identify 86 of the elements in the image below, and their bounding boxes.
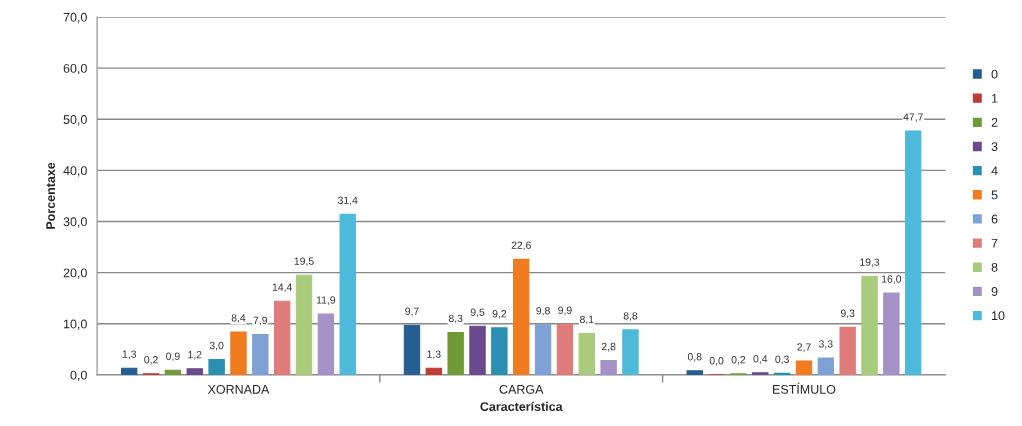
data-label: 7,9 <box>253 316 268 326</box>
bar <box>121 367 138 375</box>
data-label: 0,4 <box>753 355 768 364</box>
bar <box>230 331 247 375</box>
bar <box>208 358 225 375</box>
data-label: 11,9 <box>316 296 336 305</box>
data-label: 3,3 <box>818 340 833 349</box>
y-tick-label: 40,0 <box>63 166 87 177</box>
legend-label: 6 <box>991 214 998 224</box>
bar <box>164 369 182 375</box>
bar <box>686 370 703 375</box>
data-label: 3,0 <box>209 341 224 351</box>
bar <box>469 325 486 375</box>
bar <box>273 300 291 375</box>
data-label: 14,4 <box>272 283 292 293</box>
bar <box>600 360 617 375</box>
legend-label: 3 <box>991 142 998 152</box>
bar <box>556 323 574 375</box>
bar <box>905 130 922 375</box>
y-tick-label: 0,0 <box>70 370 87 382</box>
bar <box>752 372 769 375</box>
data-label: 0,2 <box>144 356 158 365</box>
x-axis-title: Característica <box>480 401 563 411</box>
bar <box>839 326 856 375</box>
data-label: 0,2 <box>731 356 746 365</box>
legend-label: 10 <box>992 311 1005 321</box>
data-label: 47,7 <box>903 113 923 122</box>
bar <box>186 368 203 375</box>
data-label: 0,8 <box>687 353 702 362</box>
bar <box>425 367 443 375</box>
x-tick-label: CARGA <box>499 384 544 394</box>
data-label: 8,1 <box>579 315 594 325</box>
data-label: 8,3 <box>448 314 463 324</box>
data-label: 31,4 <box>337 196 358 206</box>
data-label: 19,3 <box>860 258 880 268</box>
legend-label: 9 <box>991 287 998 296</box>
legend-label: 5 <box>991 190 998 200</box>
y-axis-title: Porcentaxe <box>46 162 56 229</box>
y-tick-label: 30,0 <box>63 217 87 228</box>
bar <box>883 292 900 375</box>
bar <box>447 331 464 375</box>
data-label: 9,5 <box>470 308 485 318</box>
legend-label: 4 <box>991 166 998 176</box>
bar <box>252 333 269 375</box>
data-label: 1,2 <box>188 350 202 360</box>
data-label: 9,9 <box>558 306 572 316</box>
x-tick-label: ESTÍMULO <box>773 382 836 394</box>
data-label: 8,4 <box>231 314 246 323</box>
legend-label: 8 <box>991 262 998 272</box>
data-label: 8,8 <box>623 312 638 321</box>
data-label: 1,3 <box>427 350 441 360</box>
y-tick-label: 60,0 <box>63 63 87 75</box>
bar <box>622 329 639 375</box>
bar <box>534 324 552 375</box>
bar <box>491 327 508 375</box>
y-tick-label: 50,0 <box>63 115 87 126</box>
data-label: 9,3 <box>840 309 855 319</box>
bar <box>578 332 595 375</box>
legend-label: 2 <box>991 118 998 127</box>
data-label: 22,6 <box>511 241 531 251</box>
data-label: 9,7 <box>405 307 419 317</box>
legend-label: 7 <box>991 238 998 248</box>
bar <box>339 213 356 375</box>
data-label: 0,0 <box>709 357 724 366</box>
data-label: 2,8 <box>601 342 616 352</box>
y-tick-label: 70,0 <box>63 12 87 24</box>
data-label: 9,2 <box>492 310 507 319</box>
legend-label: 1 <box>992 93 998 103</box>
bar <box>403 324 421 375</box>
data-label: 1,3 <box>122 350 136 360</box>
data-label: 0,9 <box>166 352 180 362</box>
bar <box>795 360 813 375</box>
bar <box>295 274 313 375</box>
bar <box>317 313 335 375</box>
legend-label: 0 <box>991 69 998 79</box>
bar <box>861 275 878 375</box>
y-tick-label: 10,0 <box>63 319 87 330</box>
x-tick-label: XORNADA <box>207 384 270 394</box>
data-label: 16,0 <box>882 275 902 284</box>
data-label: 19,5 <box>294 257 314 267</box>
y-tick-label: 20,0 <box>63 268 87 279</box>
data-label: 9,8 <box>536 307 550 316</box>
data-label: 2,7 <box>797 343 811 352</box>
data-label: 0,3 <box>775 355 789 365</box>
bar <box>817 357 835 375</box>
bar <box>513 258 530 375</box>
